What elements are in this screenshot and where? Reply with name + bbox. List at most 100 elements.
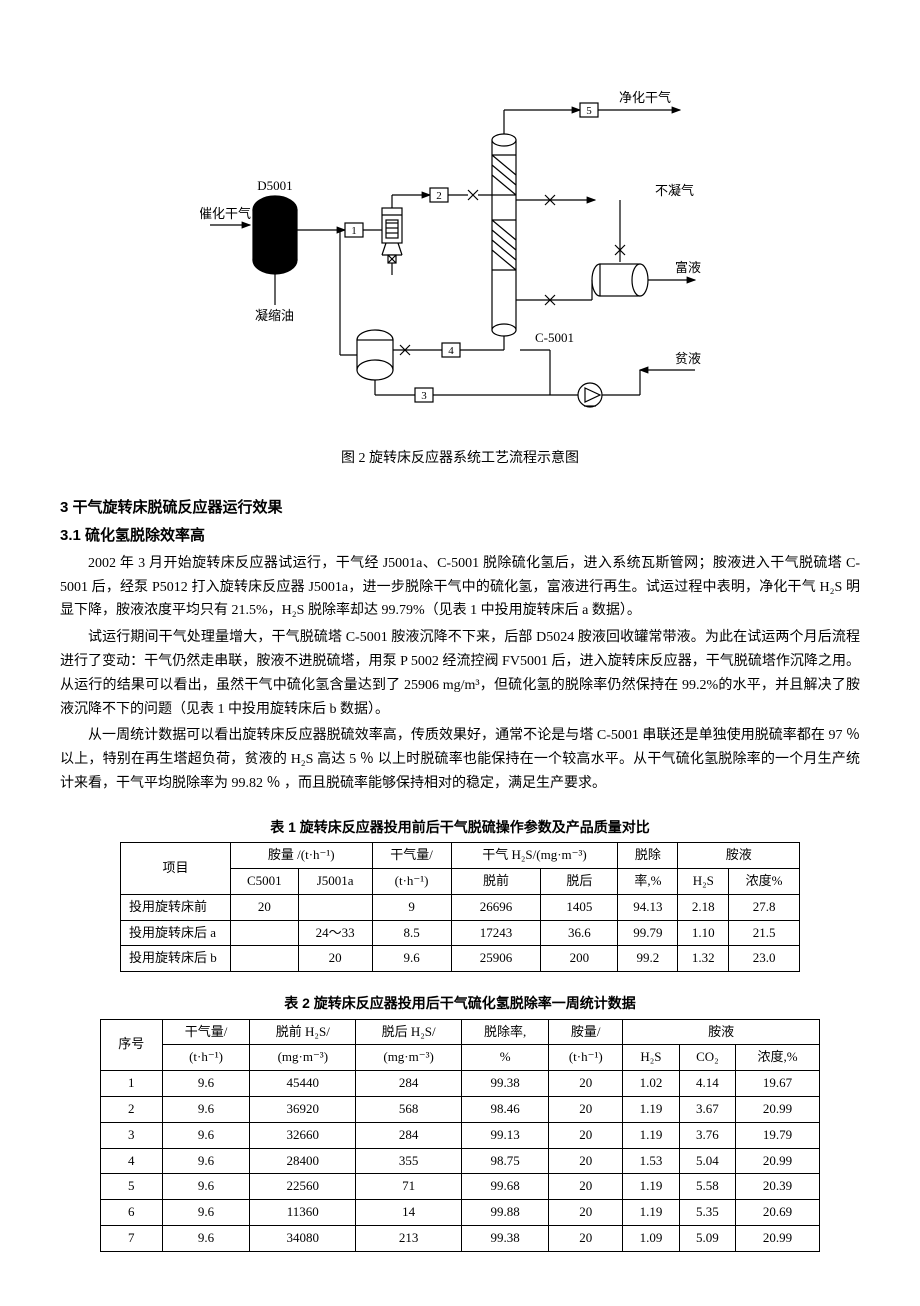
paragraph-2: 试运行期间干气处理量增大，干气脱硫塔 C-5001 胺液沉降不下来，后部 D50… (60, 626, 860, 721)
table-row: 投用旋转床后 a24～338.51724336.699.791.1021.5 (121, 920, 800, 946)
svg-text:凝缩油: 凝缩油 (255, 308, 294, 323)
t2-conc: 19.67 (736, 1071, 820, 1097)
t2-seq: 1 (101, 1071, 163, 1097)
t2-before: 11360 (250, 1200, 356, 1226)
table-1-caption: 表 1 旋转床反应器投用前后干气脱硫操作参数及产品质量对比 (60, 816, 860, 838)
t1-h-removal: 脱除 (618, 843, 678, 869)
t2-co2: 3.76 (679, 1122, 735, 1148)
svg-text:2: 2 (436, 190, 442, 202)
table-2: 序号 干气量/ 脱前 H₂S/ 脱后 H₂S/ 脱除率, 胺量/ 胺液 (t·h… (100, 1019, 820, 1252)
table-row: 投用旋转床后 b209.62590620099.21.3223.0 (121, 946, 800, 972)
t2-after: 14 (356, 1200, 462, 1226)
t2-after: 213 (356, 1225, 462, 1251)
t2-after: 284 (356, 1071, 462, 1097)
t1-h-c5001: C5001 (231, 868, 299, 894)
t2-h2s: 1.09 (623, 1225, 679, 1251)
t2-removal: 98.75 (462, 1148, 549, 1174)
t2-conc: 20.39 (736, 1174, 820, 1200)
t2-seq: 5 (101, 1174, 163, 1200)
t1-j5001a: 24～33 (298, 920, 372, 946)
t2-co2: 5.04 (679, 1148, 735, 1174)
table-row: 49.62840035598.75201.535.0420.99 (101, 1148, 820, 1174)
t1-h-h2scol: H₂S (678, 868, 729, 894)
t2-h-amineliq: 胺液 (623, 1019, 820, 1045)
t2-amine: 20 (549, 1174, 623, 1200)
t2-removal: 98.46 (462, 1096, 549, 1122)
t1-h-amine: 胺量 /(t·h⁻¹) (231, 843, 373, 869)
t2-gas: 9.6 (162, 1225, 250, 1251)
t2-co2: 4.14 (679, 1071, 735, 1097)
t1-h-before: 脱前 (451, 868, 541, 894)
t1-h2s: 1.32 (678, 946, 729, 972)
table-row: 39.63266028499.13201.193.7619.79 (101, 1122, 820, 1148)
t2-gas: 9.6 (162, 1148, 250, 1174)
t2-before: 28400 (250, 1148, 356, 1174)
table-1: 项目 胺量 /(t·h⁻¹) 干气量/ 干气 H₂S/(mg·m⁻³) 脱除 胺… (120, 842, 800, 972)
t2-amine: 20 (549, 1148, 623, 1174)
t2-gas: 9.6 (162, 1071, 250, 1097)
t2-h-seq: 序号 (101, 1019, 163, 1071)
t2-before: 36920 (250, 1096, 356, 1122)
t2-conc: 19.79 (736, 1122, 820, 1148)
table-row: 19.64544028499.38201.024.1419.67 (101, 1071, 820, 1097)
t1-conc: 27.8 (729, 894, 800, 920)
t2-co2: 5.58 (679, 1174, 735, 1200)
t2-h-after: 脱后 H₂S/ (356, 1019, 462, 1045)
section-3-1-heading: 3.1 硫化氢脱除效率高 (60, 524, 860, 548)
t1-h-after: 脱后 (541, 868, 618, 894)
t1-h-conc: 浓度% (729, 868, 800, 894)
t2-h-removal-unit: % (462, 1045, 549, 1071)
t1-h-removal-unit: 率,% (618, 868, 678, 894)
t2-h2s: 1.53 (623, 1148, 679, 1174)
t1-h-amineliq: 胺液 (678, 843, 800, 869)
paragraph-3: 从一周统计数据可以看出旋转床反应器脱硫效率高，传质效果好，通常不论是与塔 C-5… (60, 724, 860, 795)
t2-conc: 20.69 (736, 1200, 820, 1226)
t1-h2s: 1.10 (678, 920, 729, 946)
t2-h-amine-unit: (t·h⁻¹) (549, 1045, 623, 1071)
section-3-heading: 3 干气旋转床脱硫反应器运行效果 (60, 496, 860, 520)
t2-amine: 20 (549, 1071, 623, 1097)
t2-h-before: 脱前 H₂S/ (250, 1019, 356, 1045)
svg-text:富液: 富液 (675, 260, 701, 275)
t2-co2: 5.09 (679, 1225, 735, 1251)
t2-amine: 20 (549, 1122, 623, 1148)
t2-amine: 20 (549, 1200, 623, 1226)
t2-amine: 20 (549, 1225, 623, 1251)
t2-removal: 99.88 (462, 1200, 549, 1226)
t2-seq: 7 (101, 1225, 163, 1251)
svg-text:贫液: 贫液 (675, 351, 701, 366)
t2-before: 45440 (250, 1071, 356, 1097)
t2-gas: 9.6 (162, 1096, 250, 1122)
svg-text:1: 1 (351, 225, 357, 237)
t2-h2s: 1.19 (623, 1200, 679, 1226)
svg-text:催化干气: 催化干气 (200, 206, 251, 221)
t2-removal: 99.38 (462, 1225, 549, 1251)
svg-text:3: 3 (421, 390, 427, 402)
t1-h-j5001a: J5001a (298, 868, 372, 894)
t1-h-item: 项目 (121, 843, 231, 895)
t2-h-amine: 胺量/ (549, 1019, 623, 1045)
table-row: 59.6225607199.68201.195.5820.39 (101, 1174, 820, 1200)
t1-conc: 23.0 (729, 946, 800, 972)
t2-removal: 99.13 (462, 1122, 549, 1148)
table-row: 79.63408021399.38201.095.0920.99 (101, 1225, 820, 1251)
t1-after: 200 (541, 946, 618, 972)
t1-h-h2s: 干气 H₂S/(mg·m⁻³) (451, 843, 618, 869)
t1-removal: 99.2 (618, 946, 678, 972)
t1-gas: 9.6 (372, 946, 451, 972)
t2-h-removal: 脱除率, (462, 1019, 549, 1045)
t2-h2s: 1.02 (623, 1071, 679, 1097)
t2-h-after-unit: (mg·m⁻³) (356, 1045, 462, 1071)
table-2-caption: 表 2 旋转床反应器投用后干气硫化氢脱除率一周统计数据 (60, 992, 860, 1014)
t2-co2: 3.67 (679, 1096, 735, 1122)
t1-removal: 99.79 (618, 920, 678, 946)
t2-before: 32660 (250, 1122, 356, 1148)
t2-before: 22560 (250, 1174, 356, 1200)
t1-j5001a: 20 (298, 946, 372, 972)
t2-gas: 9.6 (162, 1122, 250, 1148)
t2-conc: 20.99 (736, 1225, 820, 1251)
t2-co2: 5.35 (679, 1200, 735, 1226)
t2-gas: 9.6 (162, 1174, 250, 1200)
t2-h2s: 1.19 (623, 1174, 679, 1200)
process-flow-diagram: D5001 催化干气 凝缩油 1 (200, 80, 720, 420)
